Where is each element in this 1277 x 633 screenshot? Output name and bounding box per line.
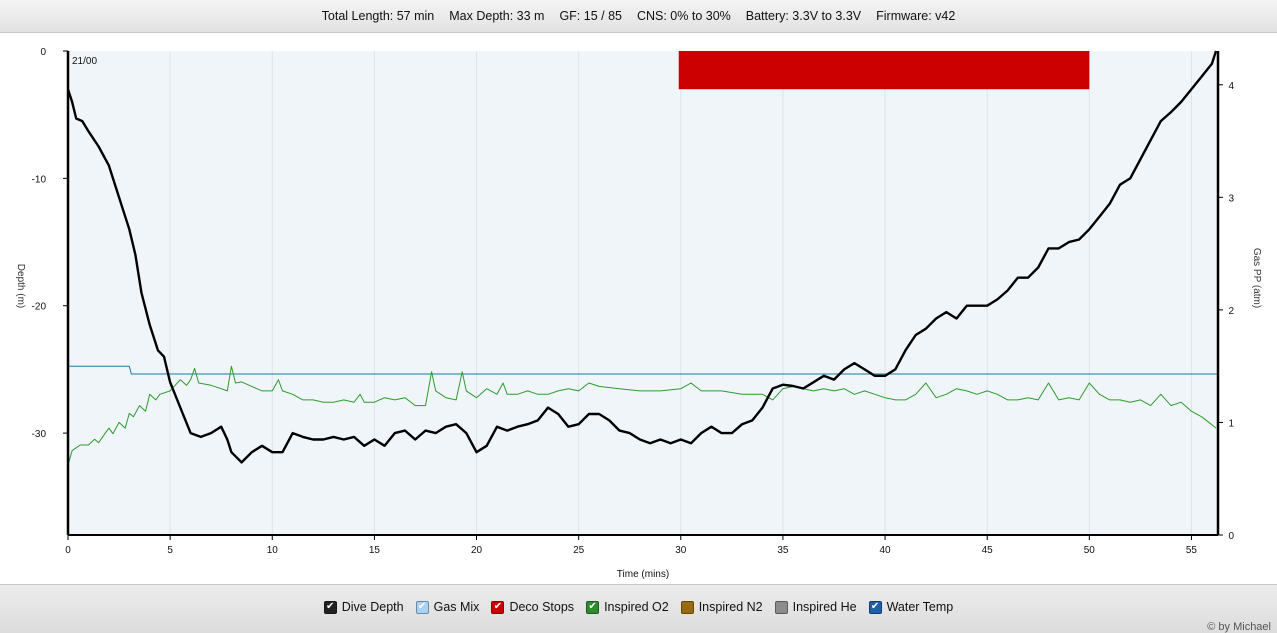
legend-toggle-water-temp[interactable]: ✔ Water Temp <box>868 600 954 614</box>
gas-mix-label: 21/00 <box>72 56 97 67</box>
legend-label: Gas Mix <box>433 600 480 614</box>
x-tick-label: 15 <box>369 545 381 556</box>
legend-label: Inspired He <box>792 600 857 614</box>
x-tick-label: 35 <box>777 545 789 556</box>
legend-label: Water Temp <box>886 600 954 614</box>
y-left-tick-label: -30 <box>32 429 47 440</box>
x-tick-label: 0 <box>65 545 71 556</box>
y-right-tick-label: 3 <box>1228 193 1234 204</box>
y-right-tick-label: 4 <box>1228 81 1234 92</box>
series-legend: ✔ Dive Depth ✔ Gas Mix ✔ Deco Stops ✔ In… <box>0 600 1277 614</box>
max-depth: Max Depth: 33 m <box>449 9 545 23</box>
battery-range: Battery: 3.3V to 3.3V <box>745 9 862 23</box>
legend-label: Inspired N2 <box>698 600 763 614</box>
y-left-axis-label: Depth (m) <box>15 264 26 308</box>
legend-toggle-inspired-o2[interactable]: ✔ Inspired O2 <box>586 600 669 614</box>
inspired-o2-checkbox[interactable]: ✔ <box>586 600 600 614</box>
x-axis-label: Time (mins) <box>617 569 669 580</box>
x-tick-label: 45 <box>982 545 994 556</box>
y-right-tick-label: 2 <box>1228 306 1234 317</box>
inspired-n2-checkbox[interactable] <box>680 600 694 614</box>
deco-stop-bar <box>678 51 1090 90</box>
x-tick-label: 30 <box>675 545 687 556</box>
y-left-tick-label: 0 <box>40 47 46 58</box>
copyright-notice: © by Michael <box>1207 621 1271 633</box>
x-tick-label: 40 <box>879 545 891 556</box>
cns-range: CNS: 0% to 30% <box>636 9 731 23</box>
inspired-he-checkbox[interactable] <box>774 600 788 614</box>
firmware-version: Firmware: v42 <box>876 9 956 23</box>
legend-toggle-gas-mix[interactable]: ✔ Gas Mix <box>415 600 480 614</box>
y-right-tick-label: 0 <box>1228 531 1234 542</box>
deco-stops-checkbox[interactable]: ✔ <box>491 600 505 614</box>
gradient-factors: GF: 15 / 85 <box>559 9 622 23</box>
x-tick-label: 10 <box>267 545 279 556</box>
legend-label: Dive Depth <box>341 600 404 614</box>
total-length: Total Length: 57 min <box>321 9 435 23</box>
water-temp-line <box>68 365 1218 375</box>
legend-toggle-inspired-n2[interactable]: Inspired N2 <box>680 600 763 614</box>
y-left-tick-label: -20 <box>32 302 47 313</box>
dive-depth-checkbox[interactable]: ✔ <box>323 600 337 614</box>
x-tick-label: 5 <box>167 545 173 556</box>
legend-bar <box>0 584 1277 633</box>
y-left-tick-label: -10 <box>32 174 47 185</box>
x-tick-label: 20 <box>471 545 483 556</box>
x-tick-label: 25 <box>573 545 585 556</box>
dive-profile-chart: 0 5 10 15 20 25 30 35 40 45 50 55 0 -10 -20 -30 0 1 2 3 4 Tim… <box>15 47 1262 580</box>
inspired-o2-line <box>67 365 1217 466</box>
dive-depth-line <box>66 50 1218 464</box>
legend-label: Inspired O2 <box>604 600 669 614</box>
legend-toggle-inspired-he[interactable]: Inspired He <box>774 600 857 614</box>
gas-mix-checkbox[interactable]: ✔ <box>415 600 429 614</box>
legend-toggle-deco-stops[interactable]: ✔ Deco Stops <box>491 600 574 614</box>
legend-toggle-dive-depth[interactable]: ✔ Dive Depth <box>323 600 404 614</box>
plot-area <box>68 51 1218 535</box>
x-tick-label: 50 <box>1084 545 1096 556</box>
y-right-axis-label: Gas PP (atm) <box>1251 248 1262 308</box>
x-tick-label: 55 <box>1186 545 1198 556</box>
dive-summary-bar: Total Length: 57 min Max Depth: 33 m GF:… <box>0 0 1277 33</box>
legend-label: Deco Stops <box>509 600 575 614</box>
water-temp-checkbox[interactable]: ✔ <box>868 600 882 614</box>
y-right-tick-label: 1 <box>1228 418 1234 429</box>
